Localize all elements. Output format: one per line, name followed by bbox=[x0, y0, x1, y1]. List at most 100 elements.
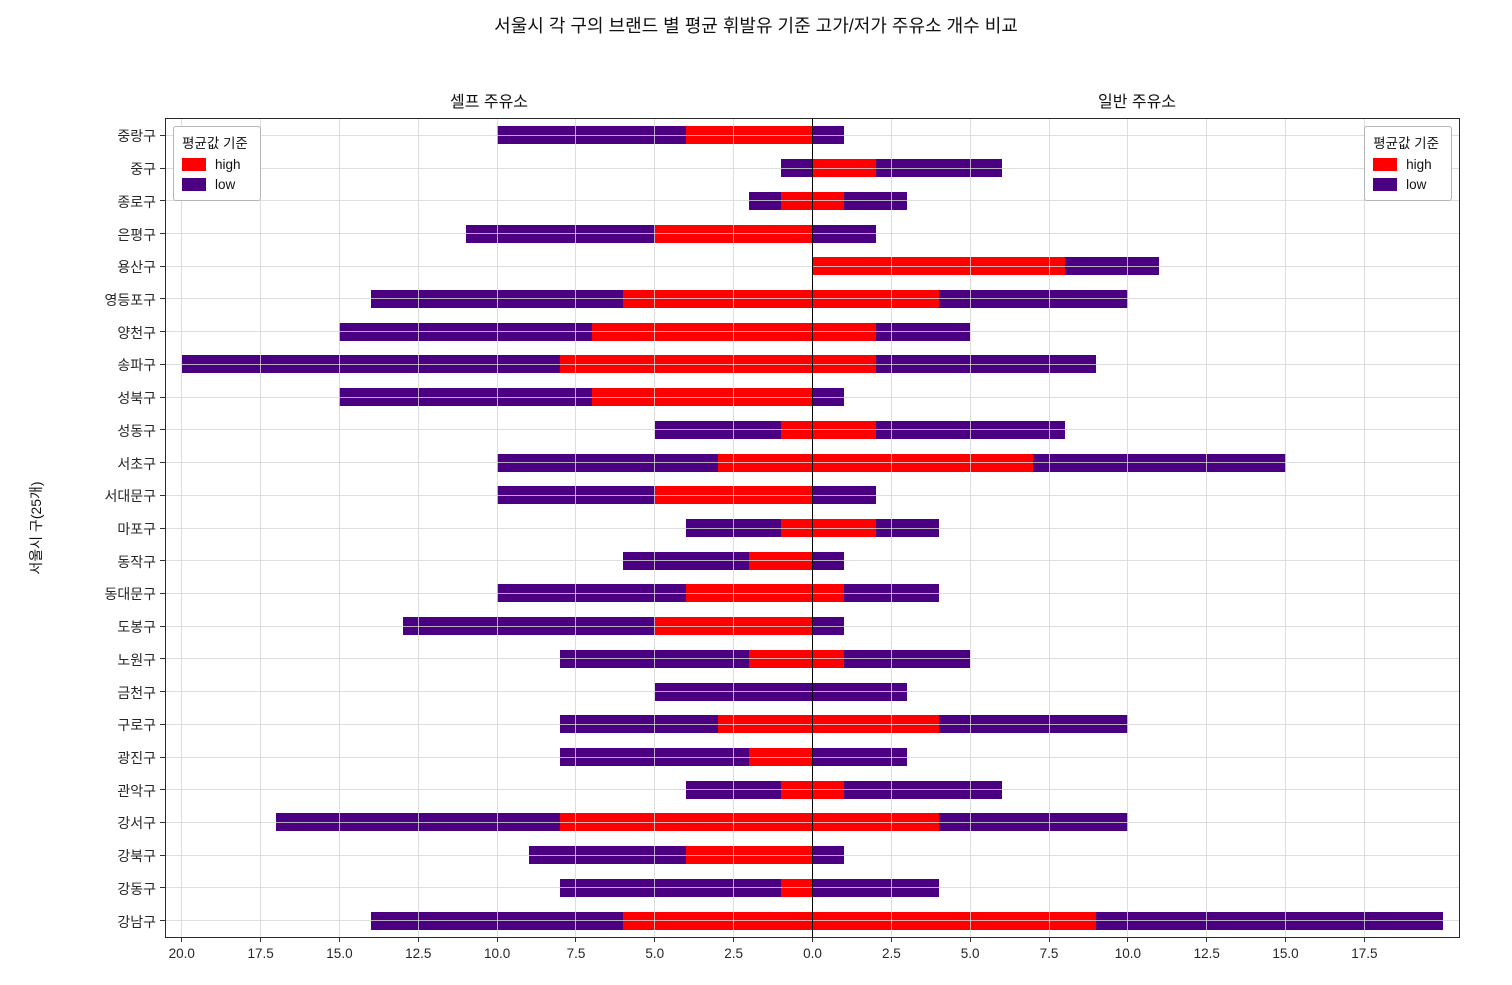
x-tick-label: 2.5 bbox=[724, 946, 744, 961]
y-tick-label: 성동구 bbox=[117, 422, 156, 439]
x-tick-mark bbox=[890, 937, 892, 942]
y-tick-mark bbox=[160, 363, 165, 365]
plot-area: 평균값 기준 high low 평균값 기준 high low 20.0 17.5… bbox=[104, 118, 1460, 961]
y-tick-label: 마포구 bbox=[117, 521, 156, 537]
x-tick-label: 17.5 bbox=[247, 946, 274, 961]
y-tick-label: 서초구 bbox=[117, 455, 156, 472]
y-tick-mark bbox=[160, 592, 165, 594]
legend-self: 평균값 기준 high low bbox=[173, 126, 261, 201]
x-tick-mark bbox=[733, 937, 735, 942]
legend-swatch-low bbox=[182, 178, 206, 191]
x-tick-mark bbox=[1206, 937, 1208, 942]
x-tick-label: 7.5 bbox=[566, 946, 586, 961]
legend-item-low: low bbox=[182, 177, 248, 192]
y-tick-label: 양천구 bbox=[117, 324, 156, 341]
y-tick-mark bbox=[160, 527, 165, 529]
y-tick-label: 성북구 bbox=[117, 390, 156, 407]
y-tick-mark bbox=[160, 134, 165, 136]
legend-swatch-high bbox=[182, 158, 206, 171]
y-tick-label: 동작구 bbox=[117, 553, 156, 570]
x-tick-mark bbox=[1285, 937, 1287, 942]
y-tick-mark bbox=[160, 167, 165, 169]
x-tick-mark bbox=[1127, 937, 1129, 942]
x-tick-mark bbox=[417, 937, 419, 942]
legend-item-high: high bbox=[1373, 157, 1439, 172]
y-axis-label: 서울시 구(25개) bbox=[28, 481, 44, 575]
y-tick-label: 서대문구 bbox=[104, 488, 156, 505]
y-tick-label: 송파구 bbox=[117, 357, 156, 374]
legend-regular: 평균값 기준 high low bbox=[1364, 126, 1452, 201]
y-tick-label: 종로구 bbox=[117, 193, 156, 210]
x-tick-label: 12.5 bbox=[1193, 946, 1220, 961]
x-tick-mark bbox=[812, 937, 813, 942]
y-tick-label: 중랑구 bbox=[117, 128, 156, 145]
x-tick-mark bbox=[969, 937, 971, 942]
x-tick-label: 5.0 bbox=[960, 946, 980, 961]
panel-title-regular: 일반 주유소 bbox=[1097, 94, 1177, 111]
y-tick-mark bbox=[160, 265, 165, 267]
y-tick-label: 도봉구 bbox=[117, 619, 156, 636]
legend-swatch-high bbox=[1373, 158, 1398, 171]
y-tick-label: 구로구 bbox=[117, 717, 156, 734]
x-tick-label: 17.5 bbox=[1351, 946, 1378, 961]
x-tick-label: 15.0 bbox=[326, 946, 353, 961]
y-tick-mark bbox=[160, 200, 165, 202]
y-tick-label: 광진구 bbox=[117, 750, 156, 767]
y-tick-mark bbox=[160, 658, 165, 660]
x-tick-label: 12.5 bbox=[405, 946, 432, 961]
y-tick-label: 중구 bbox=[130, 161, 156, 178]
y-tick-mark bbox=[160, 331, 165, 333]
y-tick-mark bbox=[160, 396, 165, 398]
legend-title: 평균값 기준 bbox=[1373, 136, 1439, 151]
x-tick-mark bbox=[496, 937, 498, 942]
x-tick-mark bbox=[338, 937, 340, 942]
panel-title-self: 셀프 주유소 bbox=[449, 94, 529, 111]
legend-label-low: low bbox=[215, 177, 236, 192]
y-tick-mark bbox=[160, 821, 165, 823]
y-tick-label: 관악구 bbox=[117, 782, 156, 799]
y-tick-label: 동대문구 bbox=[104, 586, 156, 603]
y-tick-mark bbox=[160, 756, 165, 758]
y-tick-mark bbox=[160, 560, 165, 562]
y-tick-label: 강남구 bbox=[117, 913, 156, 930]
chart-title: 서울시 각 구의 브랜드 별 평균 휘발유 기준 고가/저가 주유소 개수 비교 bbox=[494, 16, 1018, 36]
legend-swatch-low bbox=[1373, 178, 1398, 191]
y-tick-mark bbox=[160, 920, 165, 922]
y-tick-mark bbox=[160, 494, 165, 496]
y-tick-label: 용산구 bbox=[117, 259, 156, 276]
y-tick-mark bbox=[160, 789, 165, 791]
x-tick-label: 15.0 bbox=[1272, 946, 1299, 961]
y-tick-mark bbox=[160, 429, 165, 431]
y-tick-mark bbox=[160, 462, 165, 464]
y-tick-label: 강서구 bbox=[117, 815, 156, 832]
y-tick-label: 강동구 bbox=[117, 880, 156, 897]
x-tick-mark bbox=[1363, 937, 1365, 942]
x-tick-label: 7.5 bbox=[1039, 946, 1059, 961]
legend-label-high: high bbox=[1406, 157, 1432, 172]
x-tick-label: 5.0 bbox=[645, 946, 665, 961]
y-tick-mark bbox=[160, 854, 165, 856]
x-tick-mark bbox=[260, 937, 262, 942]
legend-label-low: low bbox=[1406, 177, 1427, 192]
y-tick-mark bbox=[160, 887, 165, 889]
y-tick-mark bbox=[160, 233, 165, 235]
x-tick-mark bbox=[181, 937, 183, 942]
y-tick-label: 강북구 bbox=[117, 848, 156, 865]
zero-baseline bbox=[811, 119, 814, 937]
y-tick-label: 금천구 bbox=[117, 684, 156, 701]
y-tick-label: 노원구 bbox=[117, 651, 156, 668]
y-tick-mark bbox=[160, 298, 165, 300]
y-tick-mark bbox=[160, 625, 165, 627]
y-tick-mark bbox=[160, 723, 165, 725]
legend-label-high: high bbox=[215, 157, 241, 172]
y-tick-label: 은평구 bbox=[117, 226, 156, 243]
x-tick-label: 10.0 bbox=[1114, 946, 1141, 961]
x-tick-mark bbox=[1048, 937, 1050, 942]
y-tick-mark bbox=[160, 691, 165, 693]
x-tick-label: 0.0 bbox=[803, 946, 822, 961]
legend-item-high: high bbox=[182, 157, 248, 172]
x-tick-mark bbox=[575, 937, 577, 942]
x-tick-label: 10.0 bbox=[483, 946, 511, 961]
y-tick-label: 영등포구 bbox=[104, 291, 156, 308]
legend-item-low: low bbox=[1373, 177, 1439, 192]
